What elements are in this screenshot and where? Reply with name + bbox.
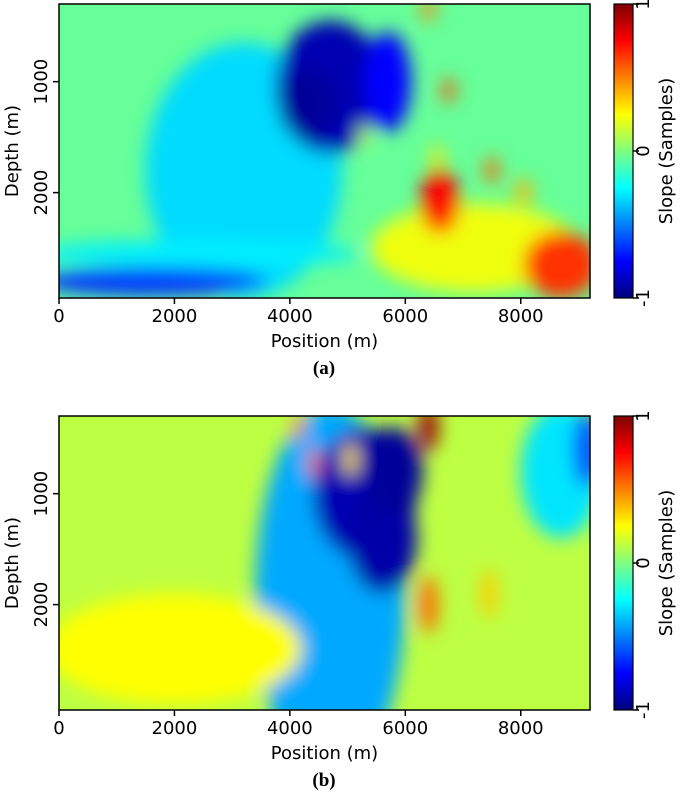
heatmap-feature-a-5 <box>59 240 360 267</box>
x-axis-label-b: Position (m) <box>271 743 378 764</box>
colorbar-tick-label-b-0: 0 <box>633 557 654 568</box>
colorbar-label-a: Slope (Samples) <box>656 78 677 225</box>
colorbar-tick-label-a-1: 1 <box>633 0 654 10</box>
panel-caption-b: (b) <box>312 770 335 791</box>
heatmap-feature-b-12 <box>480 569 498 618</box>
heatmap-feature-b-6 <box>572 416 590 489</box>
x-tick-label-a-8000: 8000 <box>498 306 544 327</box>
x-tick-label-b-2000: 2000 <box>152 718 198 739</box>
heatmap-feature-a-12 <box>514 179 533 204</box>
heatmap-feature-a-3 <box>278 68 337 140</box>
heatmap-feature-b-10 <box>292 416 305 439</box>
y-axis-label-b: Depth (m) <box>2 517 23 609</box>
heatmap-feature-b-11 <box>419 575 438 634</box>
colorbar-tick-label-a--1: -1 <box>633 289 654 307</box>
heatmap-feature-b-5 <box>520 416 590 539</box>
y-tick-label-b-1000: 1000 <box>31 471 52 517</box>
x-tick-label-a-6000: 6000 <box>382 306 428 327</box>
heatmap-feature-a-4 <box>364 31 412 132</box>
colorbar-label-b: Slope (Samples) <box>656 490 677 637</box>
x-tick-label-a-4000: 4000 <box>267 306 313 327</box>
heatmap-feature-a-14 <box>421 4 436 21</box>
x-tick-label-a-2000: 2000 <box>152 306 198 327</box>
heatmap-field-b <box>59 416 590 710</box>
x-tick-label-b-8000: 8000 <box>498 718 544 739</box>
colorbar-a <box>613 3 634 299</box>
heatmap-feature-a-6 <box>59 266 267 296</box>
plot-frame-b <box>58 415 591 711</box>
heatmap-feature-b-13 <box>59 593 302 705</box>
heatmap-feature-a-11 <box>484 157 499 184</box>
chart-svg-a: 0 2000 4000 6000 8000 1000 2000 Position (m) Dep… <box>2 0 677 379</box>
chart-svg-b: 0 2000 4000 6000 8000 1000 2000 Position (m) Dep… <box>2 412 677 791</box>
x-axis-label-a: Position (m) <box>271 331 378 352</box>
heatmap-feature-b-8 <box>308 447 320 479</box>
x-tick-label-b-6000: 6000 <box>382 718 428 739</box>
y-axis-label-a: Depth (m) <box>2 105 23 197</box>
colorbar-tick-label-b-1: 1 <box>633 412 654 422</box>
y-tick-label-a-2000: 2000 <box>31 170 52 216</box>
heatmap-feature-a-8 <box>523 231 590 298</box>
heatmap-feature-b-4 <box>364 427 423 516</box>
heatmap-field-a <box>59 4 590 298</box>
heatmap-feature-a-10 <box>442 78 455 103</box>
heatmap-feature-b-7 <box>418 416 439 452</box>
colorbar-tick-label-b--1: -1 <box>633 701 654 719</box>
y-tick-label-b-2000: 2000 <box>31 582 52 628</box>
x-tick-label-b-0: 0 <box>53 718 64 739</box>
plot-frame-a <box>58 3 591 299</box>
chart-panel-a: 0 2000 4000 6000 8000 1000 2000 Position (m) Dep… <box>0 0 685 390</box>
heatmap-feature-a-9 <box>420 169 460 234</box>
colorbar-b <box>613 415 634 711</box>
x-tick-label-a-0: 0 <box>53 306 64 327</box>
panel-caption-a: (a) <box>313 358 335 379</box>
chart-panel-b: 0 2000 4000 6000 8000 1000 2000 Position (m) Dep… <box>0 412 685 802</box>
x-tick-label-b-4000: 4000 <box>267 718 313 739</box>
heatmap-feature-a-15 <box>359 123 371 151</box>
heatmap-feature-a-13 <box>430 144 444 170</box>
colorbar-tick-label-a-0: 0 <box>633 145 654 156</box>
y-tick-label-a-1000: 1000 <box>31 59 52 105</box>
heatmap-feature-b-9 <box>344 442 357 476</box>
